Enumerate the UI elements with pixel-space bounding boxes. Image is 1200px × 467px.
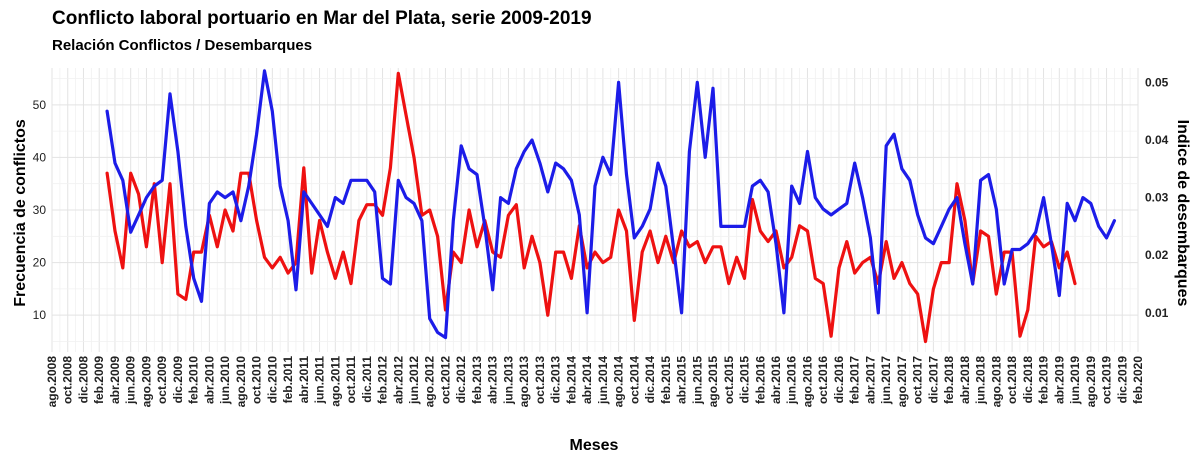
x-tick-label: feb.2019 bbox=[1037, 356, 1051, 404]
x-tick-label: oct.2012 bbox=[439, 356, 453, 404]
x-tick-label: feb.2016 bbox=[753, 356, 767, 404]
y-right-tick-label: 0.05 bbox=[1145, 75, 1169, 89]
x-tick-label: feb.2009 bbox=[92, 356, 106, 404]
x-tick-label: oct.2011 bbox=[344, 356, 358, 404]
x-tick-label: oct.2018 bbox=[1005, 356, 1019, 404]
x-tick-label: oct.2009 bbox=[155, 356, 169, 404]
y-left-tick-label: 40 bbox=[33, 150, 47, 164]
x-tick-label: oct.2015 bbox=[722, 356, 736, 404]
x-tick-label: oct.2016 bbox=[816, 356, 830, 404]
x-tick-label: dic.2010 bbox=[265, 356, 279, 404]
x-tick-label: oct.2010 bbox=[250, 356, 264, 404]
x-tick-label: jun.2015 bbox=[690, 356, 704, 405]
x-tick-label: abr.2009 bbox=[108, 356, 122, 404]
y-right-tick-label: 0.02 bbox=[1145, 248, 1169, 262]
x-tick-label: abr.2010 bbox=[202, 356, 216, 404]
x-tick-label: jun.2019 bbox=[1068, 356, 1082, 405]
x-tick-label: dic.2015 bbox=[738, 356, 752, 404]
x-tick-label: dic.2008 bbox=[77, 356, 91, 404]
y-left-tick-label: 20 bbox=[33, 256, 47, 270]
x-tick-label: ago.2013 bbox=[517, 356, 531, 408]
x-tick-label: oct.2014 bbox=[627, 356, 641, 404]
y-left-tick-label: 30 bbox=[33, 203, 47, 217]
x-tick-label: jun.2013 bbox=[501, 356, 515, 405]
x-tick-label: feb.2011 bbox=[281, 356, 295, 404]
x-tick-label: dic.2016 bbox=[832, 356, 846, 404]
x-tick-label: feb.2012 bbox=[376, 356, 390, 404]
x-tick-label: abr.2016 bbox=[769, 356, 783, 404]
x-tick-label: jun.2011 bbox=[313, 356, 327, 405]
y-right-tick-label: 0.03 bbox=[1145, 191, 1169, 205]
x-tick-label: feb.2014 bbox=[564, 356, 578, 404]
x-tick-label: jun.2012 bbox=[407, 356, 421, 405]
x-tick-label: abr.2011 bbox=[297, 356, 311, 404]
x-tick-label: jun.2009 bbox=[124, 356, 138, 405]
x-tick-label: oct.2008 bbox=[61, 356, 75, 404]
x-tick-label: ago.2016 bbox=[801, 356, 815, 408]
desembarques-line bbox=[105, 69, 1117, 340]
x-tick-label: ago.2019 bbox=[1084, 356, 1098, 408]
y-axis-right-title: Indice de desembarques bbox=[1174, 120, 1191, 307]
x-tick-label: oct.2019 bbox=[1100, 356, 1114, 404]
x-tick-label: feb.2015 bbox=[659, 356, 673, 404]
x-tick-label: ago.2018 bbox=[989, 356, 1003, 408]
chart-subtitle: Relación Conflictos / Desembarques bbox=[52, 37, 313, 54]
x-tick-label: jun.2014 bbox=[596, 356, 610, 405]
x-tick-label: feb.2018 bbox=[942, 356, 956, 404]
x-tick-label: ago.2012 bbox=[423, 356, 437, 408]
x-tick-label: ago.2009 bbox=[139, 356, 153, 408]
x-tick-label: abr.2015 bbox=[675, 356, 689, 404]
x-tick-label: dic.2009 bbox=[171, 356, 185, 404]
x-tick-label: jun.2010 bbox=[218, 356, 232, 405]
x-tick-label: oct.2013 bbox=[533, 356, 547, 404]
x-tick-label: feb.2010 bbox=[187, 356, 201, 404]
x-tick-label: abr.2017 bbox=[863, 356, 877, 404]
x-tick-label: dic.2013 bbox=[549, 356, 563, 404]
x-tick-label: dic.2014 bbox=[643, 356, 657, 404]
x-tick-label: feb.2020 bbox=[1131, 356, 1145, 404]
x-tick-label: abr.2012 bbox=[391, 356, 405, 404]
x-tick-label: dic.2019 bbox=[1115, 356, 1129, 404]
x-tick-label: feb.2017 bbox=[848, 356, 862, 404]
x-tick-label: feb.2013 bbox=[470, 356, 484, 404]
gridlines bbox=[51, 68, 1139, 352]
x-tick-label: ago.2015 bbox=[706, 356, 720, 408]
y-right-tick-label: 0.01 bbox=[1145, 306, 1169, 320]
chart-title: Conflicto laboral portuario en Mar del P… bbox=[52, 8, 592, 29]
x-tick-label: dic.2011 bbox=[360, 356, 374, 403]
x-tick-label: ago.2014 bbox=[612, 356, 626, 408]
x-tick-label: dic.2017 bbox=[926, 356, 940, 404]
conflictos-line bbox=[105, 71, 1077, 344]
x-tick-label: ago.2017 bbox=[895, 356, 909, 408]
y-left-tick-label: 50 bbox=[33, 98, 47, 112]
x-tick-label: abr.2014 bbox=[580, 356, 594, 404]
x-tick-label: ago.2010 bbox=[234, 356, 248, 408]
x-tick-label: oct.2017 bbox=[911, 356, 925, 404]
x-tick-label: dic.2012 bbox=[454, 356, 468, 404]
y-left-tick-label: 10 bbox=[33, 308, 47, 322]
x-tick-label: abr.2019 bbox=[1052, 356, 1066, 404]
x-tick-label: abr.2018 bbox=[958, 356, 972, 404]
x-tick-label: ago.2008 bbox=[45, 356, 59, 408]
y-axis-left-title: Frecuencia de conflictos bbox=[12, 119, 29, 307]
x-tick-label: abr.2013 bbox=[486, 356, 500, 404]
x-tick-label: ago.2011 bbox=[328, 356, 342, 407]
x-axis-title: Meses bbox=[570, 437, 619, 454]
series-lines bbox=[105, 69, 1117, 344]
x-tick-label: jun.2016 bbox=[785, 356, 799, 405]
x-tick-label: dic.2018 bbox=[1021, 356, 1035, 404]
x-tick-label: jun.2017 bbox=[879, 356, 893, 405]
y-right-tick-label: 0.04 bbox=[1145, 133, 1169, 147]
x-tick-label: jun.2018 bbox=[974, 356, 988, 405]
